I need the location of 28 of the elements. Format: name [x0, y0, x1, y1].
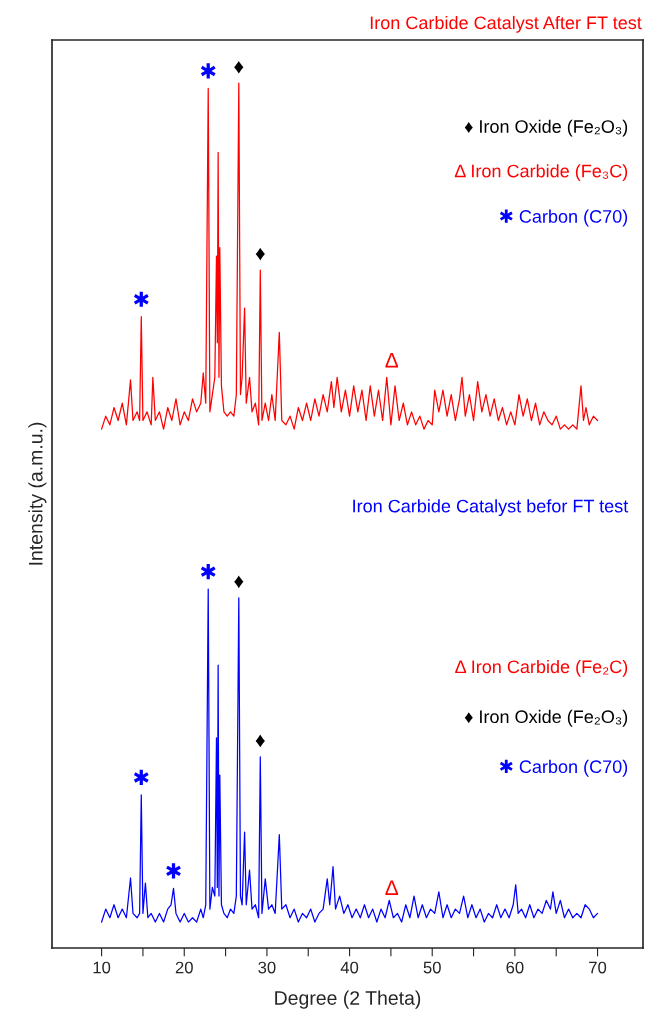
annotation: ♦ — [255, 734, 265, 748]
annotation: ✱ — [200, 564, 216, 580]
x-tick-label: 60 — [506, 961, 524, 974]
annotation: Δ Iron Carbide (Fe₃C) — [454, 164, 628, 181]
y-axis-title: Intensity (a.m.u.) — [28, 422, 47, 565]
annotation: Δ — [385, 880, 399, 895]
text: Iron Carbide Catalyst After FT test — [370, 15, 642, 33]
annotation: ✱ Carbon (C70) — [499, 209, 628, 227]
x-tick-label: 10 — [93, 961, 111, 974]
x-tick-label: 50 — [423, 961, 441, 974]
annotation: ✱ — [166, 863, 181, 879]
annotation: ✱ — [133, 769, 149, 786]
annotation: ♦ Iron Oxide (Fe₂O₃) — [464, 709, 628, 727]
x-tick-label: 70 — [589, 961, 607, 974]
x-tick-label: 20 — [175, 961, 193, 974]
annotation: Δ — [385, 353, 399, 368]
x-axis-title: Degree (2 Theta) — [275, 990, 421, 1009]
annotation: ✱ — [133, 291, 149, 307]
annotation: ✱ — [200, 63, 216, 79]
x-tick-label: 40 — [340, 961, 359, 974]
annotation: ✱ Carbon (C70) — [499, 759, 628, 777]
annotation: ♦ Iron Oxide (Fe₂O₃) — [464, 119, 628, 137]
x-tick-label: 30 — [258, 961, 276, 974]
annotation: ♦ — [234, 60, 244, 74]
annotation: ♦ — [255, 247, 265, 261]
annotation: Iron Carbide Catalyst befor FT test — [353, 499, 629, 517]
annotation: ♦ — [234, 575, 244, 589]
annotation: Δ Iron Carbide (Fe₂C) — [455, 659, 628, 677]
